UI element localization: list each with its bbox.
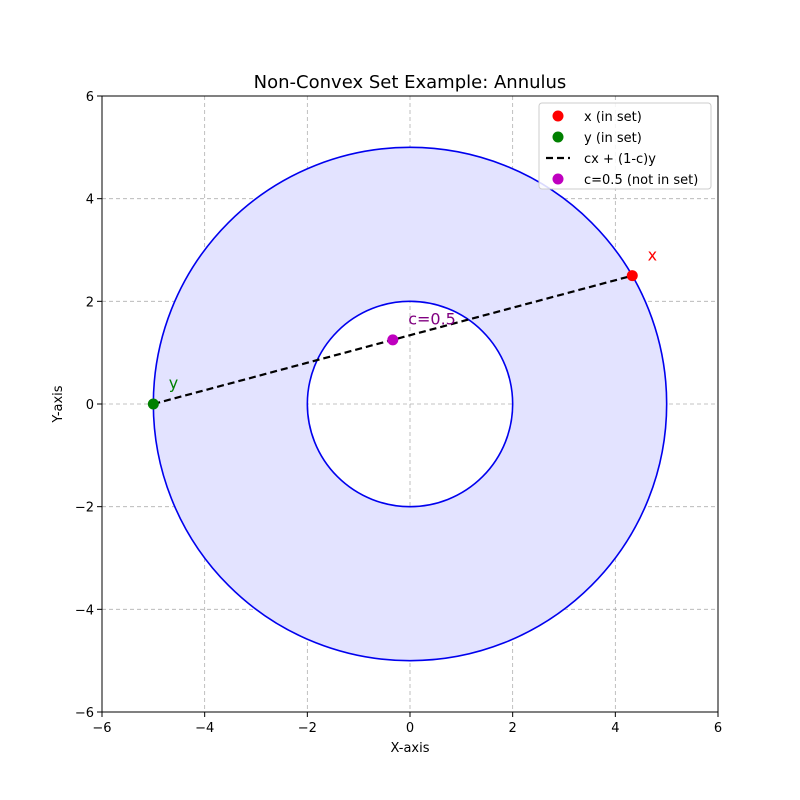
y-axis-ticks: −6 −4 −2 0 2 4 6 (75, 90, 102, 721)
data-point-2 (387, 334, 399, 346)
y-axis-label: Y-axis (51, 385, 66, 423)
annulus-fill (153, 147, 667, 661)
y-tick-label: 6 (86, 90, 94, 105)
y-tick-label: −4 (75, 603, 94, 618)
data-point-0 (626, 270, 638, 282)
legend-entry-label: y (in set) (584, 131, 642, 146)
legend-point-swatch (552, 131, 564, 143)
legend-box (538, 102, 712, 190)
y-tick-label: 2 (86, 295, 94, 310)
legend-entry-label: c=0.5 (not in set) (584, 173, 698, 188)
x-axis-ticks: −6 −4 −2 0 2 4 6 (92, 712, 722, 736)
legend-entry-label: x (in set) (584, 110, 642, 125)
annotation-label-0: x (648, 245, 657, 264)
legend-point-swatch (552, 173, 564, 185)
chart-title: Non-Convex Set Example: Annulus (254, 72, 567, 93)
plot-area: x y c=0.5 (147, 146, 668, 662)
y-tick-label: −6 (75, 706, 94, 721)
x-axis-label: X-axis (391, 741, 430, 756)
legend: x (in set) y (in set) cx + (1-c)y c=0.5 (no… (538, 102, 712, 190)
annotation-label-2: c=0.5 (408, 309, 456, 328)
annotation-label-1: y (169, 374, 178, 393)
x-tick-label: 2 (509, 721, 517, 736)
y-tick-label: 0 (86, 398, 94, 413)
legend-entry-label: cx + (1-c)y (584, 152, 656, 167)
y-tick-label: 4 (86, 193, 94, 208)
legend-point-swatch (552, 110, 564, 122)
x-tick-label: 4 (611, 721, 619, 736)
x-tick-label: 6 (714, 721, 722, 736)
y-tick-label: −2 (75, 501, 94, 516)
inner-circle (306, 300, 514, 508)
x-tick-label: −2 (298, 721, 317, 736)
x-tick-label: −6 (92, 721, 111, 736)
x-tick-label: 0 (406, 721, 414, 736)
x-tick-label: −4 (195, 721, 214, 736)
data-point-1 (147, 398, 159, 410)
